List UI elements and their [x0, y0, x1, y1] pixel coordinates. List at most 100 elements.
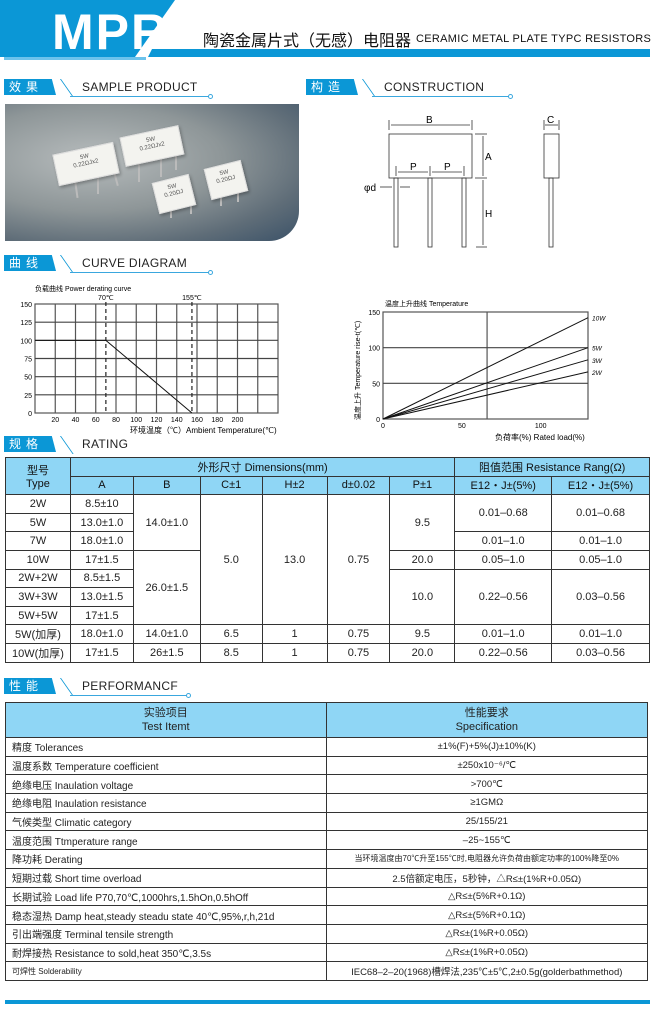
table-cell: 0.01–1.0 [551, 624, 650, 644]
table-cell: 0.75 [326, 624, 391, 644]
table-cell: 0.03–0.56 [551, 642, 650, 663]
table-cell: 9.5 [389, 494, 456, 551]
table-cell: 5W+5W [5, 605, 71, 626]
y-tick-label: 75 [24, 357, 32, 364]
y-tick-label: 100 [20, 338, 32, 345]
test-item: 绝缘电压 Inaulation voltage [5, 774, 327, 795]
x-tick-label: 100 [535, 423, 547, 430]
test-item: 可焊性 Solderability [5, 961, 327, 981]
label-c: C [547, 115, 554, 126]
table-cell: 17±1.5 [69, 605, 134, 626]
y-tick-label: 50 [24, 375, 32, 382]
resistance-header: 阻值范围 Resistance Rang(Ω) [454, 457, 650, 477]
dimensions-header: 外形尺寸 Dimensions(mm) [69, 457, 456, 477]
specification-header: 性能要求 Specification [325, 702, 649, 738]
table-row: 耐焊接热 Resistance to sold,heat 350℃,3.5s △R… [5, 942, 649, 963]
table-cell: 6.5 [199, 624, 263, 644]
table-cell: 17±1.5 [69, 642, 134, 663]
table-row: 精度 Tolerances ±1%(F)+5%(J)±10%(K) [5, 737, 649, 757]
section-tag: 性能 [4, 678, 56, 694]
table-row: 5W(加厚) 18.0±1.0 14.0±1.0 6.5 1 0.75 9.5 0.01–1.… [5, 624, 650, 644]
specification: ±250x10⁻⁶/℃ [325, 755, 649, 776]
table-cell: 18.0±1.0 [69, 531, 134, 551]
series-label: 2W [591, 370, 603, 377]
table-cell: 0.22–0.56 [454, 642, 553, 663]
table-cell: 0.05–1.0 [454, 549, 553, 570]
x-tick-label: 180 [211, 417, 223, 424]
test-item: 精度 Tolerances [5, 737, 327, 757]
table-cell: 1 [261, 624, 328, 644]
table-row: 温度范围 Ttmperature range –25~155℃ [5, 830, 649, 851]
x-tick-label: 0 [381, 423, 385, 430]
rating-table: 型号 Type 外形尺寸 Dimensions(mm) 阻值范围 Resistan… [5, 456, 650, 663]
table-cell: 8.5±10 [69, 494, 134, 514]
table-cell: 8.5±1.5 [69, 568, 134, 589]
section-tag: 构造图 [306, 79, 358, 95]
test-item: 温度范围 Ttmperature range [5, 830, 327, 851]
table-cell: 26.0±1.5 [132, 549, 201, 626]
sample-product-photo: 5W 0.22ΩJx2 5W 0.22ΩJx2 5W 0.20ΩJ 5W 0.20ΩJ [5, 104, 299, 241]
table-cell: 0.01–0.68 [551, 494, 650, 533]
y-tick-label: 100 [368, 346, 380, 353]
x-tick-label: 200 [232, 417, 244, 424]
table-row: 引出端强度 Terminal tensile strength △R≤±(1%R+… [5, 923, 649, 944]
table-cell: 8.5 [199, 642, 263, 663]
col-e12-1: E12・J±(5%) [454, 475, 553, 496]
table-row: 5W 13.0±1.0 [5, 512, 650, 533]
table-cell: 0.01–1.0 [454, 531, 553, 551]
table-cell: 0.75 [326, 642, 391, 663]
section-tag: 效果图 [4, 79, 56, 95]
label-a: A [485, 152, 492, 163]
section-sample-product: 效果图 SAMPLE PRODUCT [4, 79, 244, 99]
test-item: 长期试验 Load life P70,70℃,1000hrs,1.5hOn,0.… [5, 886, 327, 907]
table-cell: 0.75 [326, 494, 391, 626]
specification: ≥1GMΩ [325, 793, 649, 813]
specification: △R≤±(1%R+0.05Ω) [325, 942, 649, 963]
section-performance: 性能 PERFORMANCF [4, 678, 244, 698]
section-curve-diagram: 曲线图 CURVE DIAGRAM [4, 255, 244, 275]
table-cell: 0.01–0.68 [454, 494, 553, 533]
table-cell: 26±1.5 [132, 642, 201, 663]
test-item: 气候类型 Climatic category [5, 811, 327, 832]
series-line [382, 317, 589, 420]
plot-frame [382, 311, 589, 420]
table-cell: 20.0 [389, 549, 456, 570]
table-cell: 0.22–0.56 [454, 568, 553, 626]
table-cell: 14.0±1.0 [132, 624, 201, 644]
section-label: CONSTRUCTION [384, 80, 485, 94]
table-cell: 3W+3W [5, 587, 71, 607]
specification: –25~155℃ [325, 830, 649, 851]
table-row: 10W(加厚) 17±1.5 26±1.5 8.5 1 0.75 20.0 0.22–0.56… [5, 642, 650, 663]
table-cell: 7W [5, 531, 71, 551]
table-cell: 18.0±1.0 [69, 624, 134, 644]
section-construction: 构造图 CONSTRUCTION [306, 79, 546, 99]
col-c: C±1 [199, 475, 263, 496]
model-title: MPR [52, 4, 170, 60]
x-tick-label: 140 [171, 417, 183, 424]
specification: IEC68–2–20(1968)槽焊法,235℃±5℃,2±0.5g(golde… [325, 961, 649, 981]
table-row: 可焊性 Solderability IEC68–2–20(1968)槽焊法,235… [5, 961, 649, 981]
table-cell: 10.0 [389, 568, 456, 626]
table-row: 绝缘电压 Inaulation voltage >700℃ [5, 774, 649, 795]
y-tick-label: 150 [368, 310, 380, 317]
table-cell: 10W(加厚) [5, 642, 71, 663]
y-tick-label: 150 [20, 302, 32, 309]
section-label: PERFORMANCF [82, 679, 178, 693]
table-cell: 0.01–1.0 [551, 531, 650, 551]
series-line [382, 359, 589, 420]
table-row: 长期试验 Load life P70,70℃,1000hrs,1.5hOn,0.… [5, 886, 649, 907]
x-tick-label: 20 [51, 417, 59, 424]
specification: ±1%(F)+5%(J)±10%(K) [325, 737, 649, 757]
table-cell: 10W [5, 549, 71, 570]
table-cell: 13.0 [261, 494, 328, 626]
table-cell: 5.0 [199, 494, 263, 626]
test-item: 引出端强度 Terminal tensile strength [5, 923, 327, 944]
type-header: 型号 Type [5, 456, 71, 496]
table-row: 稳态湿热 Damp heat,steady steadu state 40℃,9… [5, 905, 649, 925]
section-tag: 曲线图 [4, 255, 56, 271]
x-axis-label: 环境温度（℃）Ambient Temperature(℃) [130, 425, 277, 435]
label-h: H [485, 209, 492, 220]
temperature-rise-chart: 温度上升曲线 Temperature 负荷率(%) Rated load(%) … [353, 299, 606, 442]
label-b: B [426, 115, 433, 126]
section-rating: 规格 RATING [4, 436, 244, 454]
